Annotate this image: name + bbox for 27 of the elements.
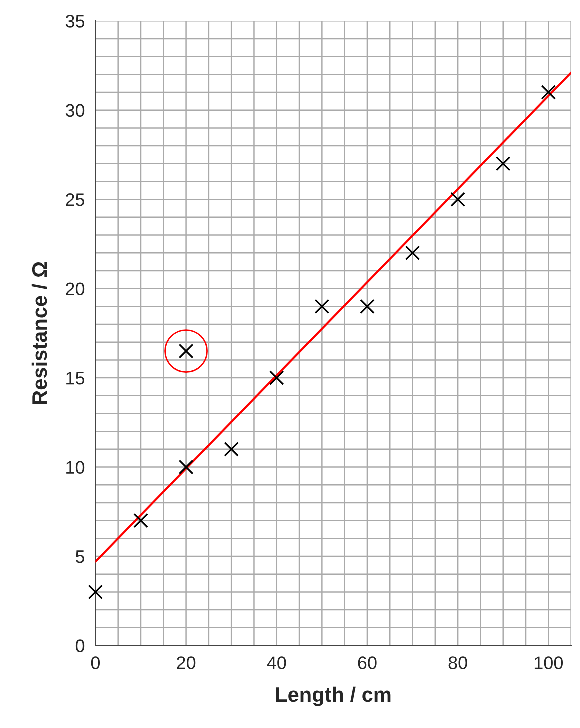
y-tick-label: 35 (66, 15, 85, 28)
y-tick-label: 5 (76, 550, 85, 564)
x-tick-label: 100 (534, 656, 564, 670)
point (134, 513, 148, 528)
point (269, 370, 284, 386)
point (541, 85, 556, 100)
y-tick-label: 10 (66, 461, 85, 474)
point (88, 584, 104, 600)
point (360, 299, 375, 314)
y-axis-title: Resistance / Ω (32, 262, 48, 404)
y-tick-label: 15 (66, 372, 85, 385)
x-tick-label: 20 (177, 656, 196, 670)
y-tick-label: 30 (66, 104, 85, 118)
y-tick-label: 0 (76, 640, 85, 652)
point (314, 299, 330, 314)
point (496, 156, 511, 172)
point (450, 192, 466, 207)
y-tick-label: 25 (66, 194, 85, 206)
y-tick-label: 20 (66, 282, 85, 296)
x-tick-label: 40 (267, 656, 286, 670)
point (405, 246, 420, 261)
x-tick-label: 0 (91, 656, 100, 670)
x-axis-title: Length / cm (276, 686, 391, 706)
x-tick-label: 60 (358, 656, 377, 670)
x-tick-label: 80 (448, 656, 468, 670)
point (178, 460, 194, 475)
point (224, 442, 240, 457)
